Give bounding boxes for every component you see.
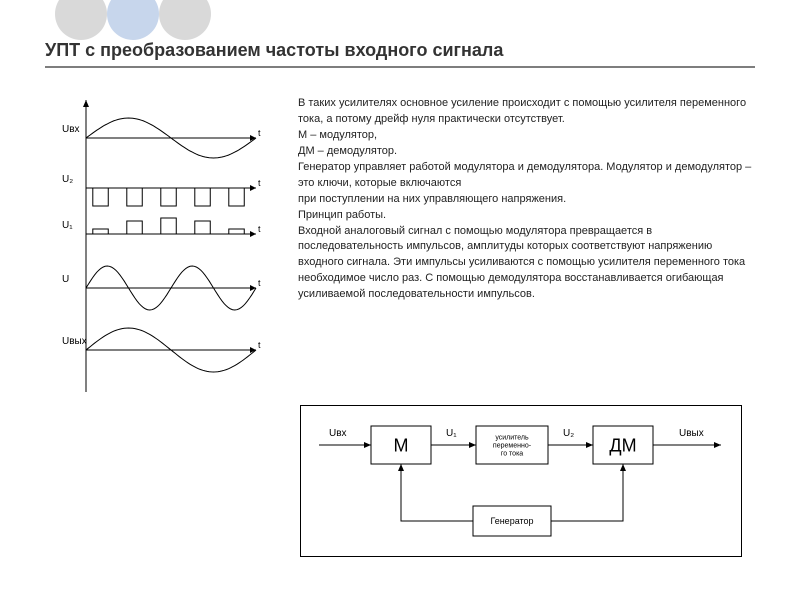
svg-text:t: t: [258, 340, 261, 350]
svg-text:Uвых: Uвых: [62, 336, 87, 347]
svg-text:ДМ: ДМ: [609, 435, 636, 455]
svg-text:М: М: [394, 435, 409, 455]
svg-text:Генератор: Генератор: [490, 516, 533, 526]
svg-text:Uвх: Uвх: [329, 428, 347, 439]
svg-text:переменно-: переменно-: [493, 442, 532, 449]
svg-text:Uвых: Uвых: [679, 428, 704, 439]
title-underline: [45, 66, 755, 68]
decor-circle: [107, 0, 159, 40]
svg-text:U: U: [62, 274, 69, 285]
svg-text:U₁: U₁: [62, 220, 73, 231]
svg-text:U₂: U₂: [62, 174, 73, 185]
svg-text:t: t: [258, 224, 261, 234]
decor-circle: [159, 0, 211, 40]
svg-text:t: t: [258, 128, 261, 138]
svg-text:усилитель: усилитель: [495, 434, 529, 441]
svg-text:t: t: [258, 278, 261, 288]
paragraph: Принцип работы.: [298, 208, 758, 224]
svg-text:го тока: го тока: [501, 451, 523, 458]
svg-text:Uвх: Uвх: [62, 124, 80, 135]
waveform-chart: t Uвх t U₂ t U₁ t Ut Uвых: [58, 92, 268, 402]
block-diagram: Мусилительпеременно-го тока ДМ Генератор Uв…: [300, 405, 742, 557]
paragraph: В таких усилителях основное усиление про…: [298, 96, 758, 128]
svg-text:U₁: U₁: [446, 428, 457, 439]
body-text: В таких усилителях основное усиление про…: [298, 96, 758, 303]
paragraph: Генератор управляет работой модулятора и…: [298, 160, 758, 192]
page-title: УПТ с преобразованием частоты входного с…: [45, 40, 503, 61]
paragraph: М – модулятор,: [298, 128, 758, 144]
paragraph: при поступлении на них управляющего напр…: [298, 192, 758, 208]
paragraph: Входной аналоговый сигнал с помощью моду…: [298, 224, 758, 304]
paragraph: ДМ – демодулятор.: [298, 144, 758, 160]
svg-text:U₂: U₂: [563, 428, 574, 439]
decor-circle: [55, 0, 107, 40]
svg-text:t: t: [258, 178, 261, 188]
